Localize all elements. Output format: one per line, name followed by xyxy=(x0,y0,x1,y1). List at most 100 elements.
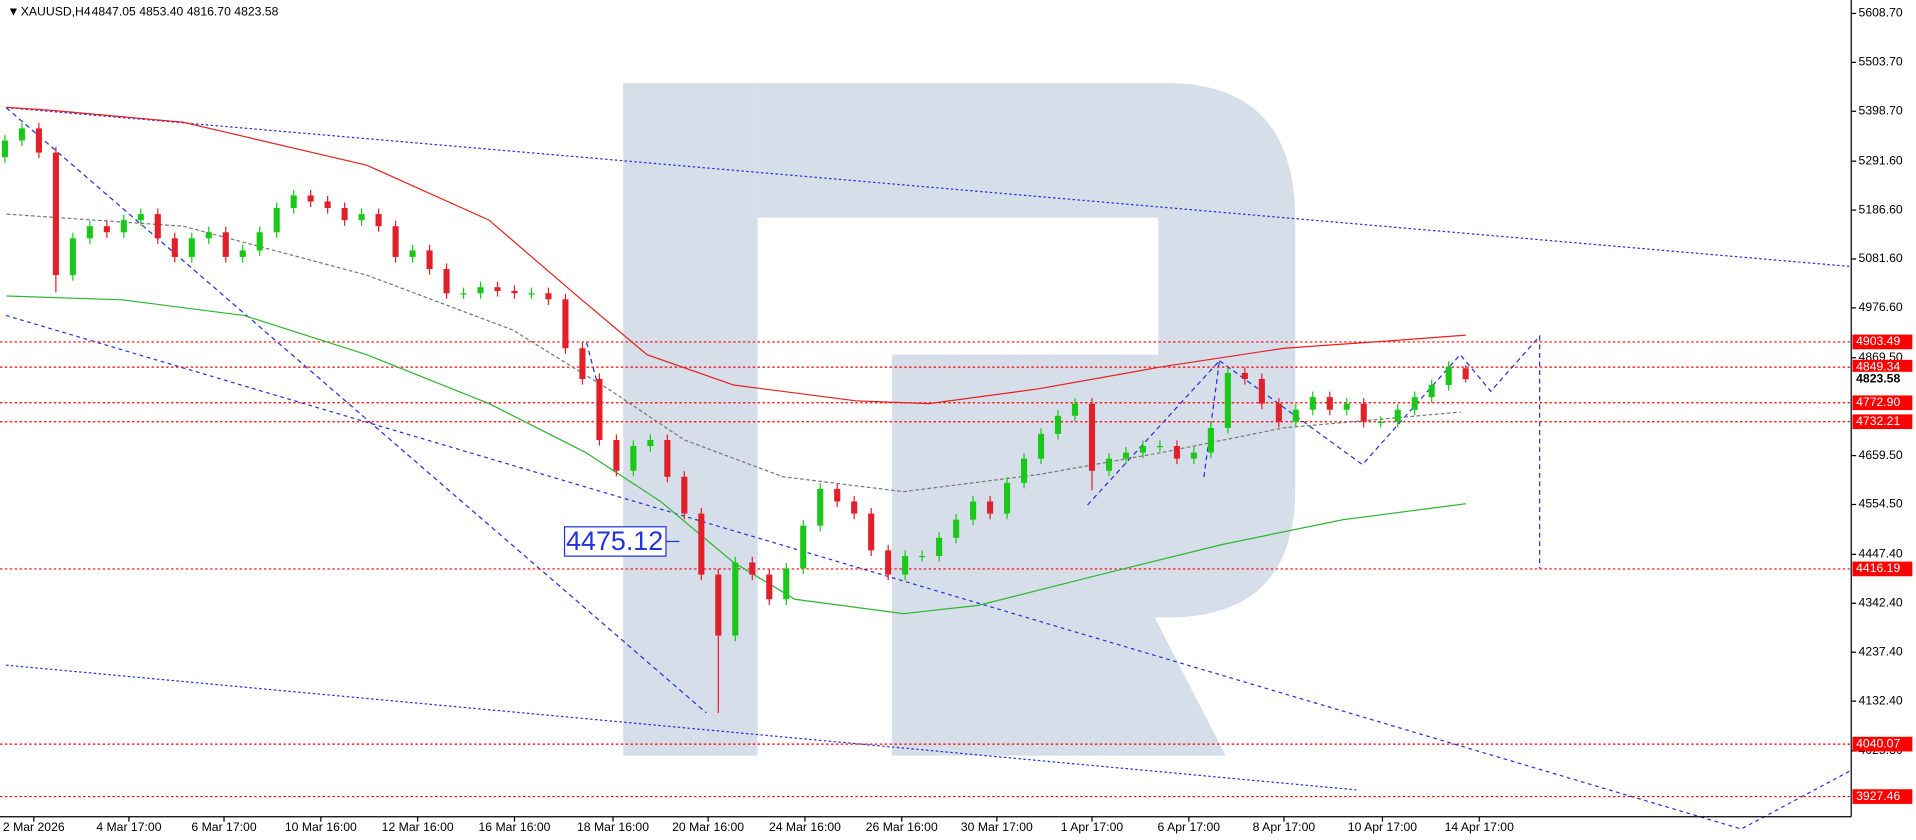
y-tick-label: 4447.40 xyxy=(1859,547,1903,561)
candles xyxy=(1,122,1469,713)
candle-body xyxy=(681,476,688,514)
candle-body xyxy=(562,299,569,349)
candle-body xyxy=(171,238,178,257)
candle-body xyxy=(715,574,722,636)
candle-body xyxy=(307,195,314,202)
y-tick-label: 4237.40 xyxy=(1859,644,1903,658)
candle-body xyxy=(18,128,25,141)
x-tick-label: 24 Mar 16:00 xyxy=(769,820,841,834)
candle-body xyxy=(86,226,93,239)
candle-body xyxy=(885,550,892,575)
candle-body xyxy=(1326,397,1333,410)
candle-body xyxy=(460,293,467,295)
candle-body xyxy=(137,214,144,221)
level-label-box xyxy=(1852,359,1913,375)
x-tick-label: 10 Apr 17:00 xyxy=(1348,820,1417,834)
collapse-icon[interactable]: ▼ xyxy=(7,4,19,18)
y-tick-label: 5081.60 xyxy=(1859,251,1903,265)
x-tick-label: 12 Mar 16:00 xyxy=(382,820,454,834)
candle-body xyxy=(1,140,8,158)
candle-body xyxy=(1105,458,1113,471)
candle-body xyxy=(953,519,960,538)
candle-body xyxy=(1139,446,1147,453)
candle-body xyxy=(52,152,59,276)
x-tick-label: 20 Mar 16:00 xyxy=(672,820,744,834)
candle-body xyxy=(290,195,297,209)
candle-body xyxy=(596,378,603,440)
candle-body xyxy=(375,214,382,227)
candle-body xyxy=(392,226,399,257)
y-tick-label: 5608.70 xyxy=(1859,6,1903,20)
candle-body xyxy=(851,501,858,514)
candle-body xyxy=(1173,446,1180,459)
candle-body xyxy=(1428,385,1435,398)
annotation-box xyxy=(563,526,667,557)
candle-body xyxy=(477,287,484,294)
candle-body xyxy=(1224,372,1231,428)
x-tick-label: 18 Mar 16:00 xyxy=(577,820,649,834)
candle-body xyxy=(749,562,756,575)
y-tick-label: 4976.60 xyxy=(1859,300,1903,314)
trendline xyxy=(6,664,1357,791)
candle-body xyxy=(817,488,824,526)
level-label: 3927.46 xyxy=(1856,789,1900,803)
candle-body xyxy=(154,214,161,239)
annotation-label: 4475.12 xyxy=(566,526,663,556)
level-label: 4416.19 xyxy=(1856,561,1900,575)
forecast-path xyxy=(1219,334,1541,569)
level-label-box xyxy=(1852,395,1913,411)
last-price-label: 4823.58 xyxy=(1856,371,1900,385)
candle-body xyxy=(783,568,790,600)
candle-body xyxy=(970,501,977,520)
trendline xyxy=(5,107,707,714)
candle-body xyxy=(341,208,348,221)
level-label: 4040.07 xyxy=(1856,736,1900,750)
candle-body xyxy=(358,214,365,221)
y-tick-label: 5398.70 xyxy=(1859,104,1903,118)
indicator-line xyxy=(6,213,1461,493)
candle-body xyxy=(511,290,518,294)
candle-body xyxy=(222,232,229,257)
level-label-box xyxy=(1852,414,1913,430)
candle-body xyxy=(579,348,586,379)
x-tick-label: 6 Mar 17:00 xyxy=(191,820,256,834)
candle-body xyxy=(1445,366,1452,386)
x-tick-label: 1 Apr 17:00 xyxy=(1061,820,1124,834)
candle-body xyxy=(987,501,994,514)
level-label-box xyxy=(1852,334,1913,350)
x-tick-label: 6 Apr 17:00 xyxy=(1158,820,1221,834)
candle-body xyxy=(1360,403,1367,422)
level-label: 4903.49 xyxy=(1856,334,1900,348)
x-tick-label: 10 Mar 16:00 xyxy=(285,820,357,834)
x-tick-label: 8 Apr 17:00 xyxy=(1253,820,1316,834)
trendline xyxy=(5,314,1852,830)
candle-body xyxy=(919,555,926,558)
candle-body xyxy=(664,439,671,477)
candle-body xyxy=(902,555,909,575)
level-label-box xyxy=(1852,561,1913,577)
candle-body xyxy=(324,201,331,209)
candle-body xyxy=(1258,378,1265,404)
candle-body xyxy=(1394,409,1401,422)
y-tick-label: 5503.70 xyxy=(1859,55,1903,69)
candle-body xyxy=(443,269,450,294)
candle-body xyxy=(868,513,875,551)
candle-body xyxy=(613,439,620,471)
level-label-box xyxy=(1852,789,1913,804)
watermark-stem xyxy=(623,83,758,756)
candle-body xyxy=(273,208,280,233)
y-tick-label: 5291.60 xyxy=(1859,153,1903,167)
candle-body xyxy=(409,250,416,257)
candle-body xyxy=(766,574,773,600)
candle-body xyxy=(1020,458,1028,483)
candle-body xyxy=(1411,397,1418,410)
candle-body xyxy=(69,238,76,276)
indicator-line xyxy=(6,295,1466,615)
candle-body xyxy=(698,513,705,575)
candle-body xyxy=(834,488,841,502)
x-tick-label: 16 Mar 16:00 xyxy=(478,820,550,834)
candle-body xyxy=(239,250,246,257)
y-tick-label: 5186.60 xyxy=(1859,202,1903,216)
candle-body xyxy=(188,238,195,257)
x-tick-label: 26 Mar 16:00 xyxy=(866,820,938,834)
